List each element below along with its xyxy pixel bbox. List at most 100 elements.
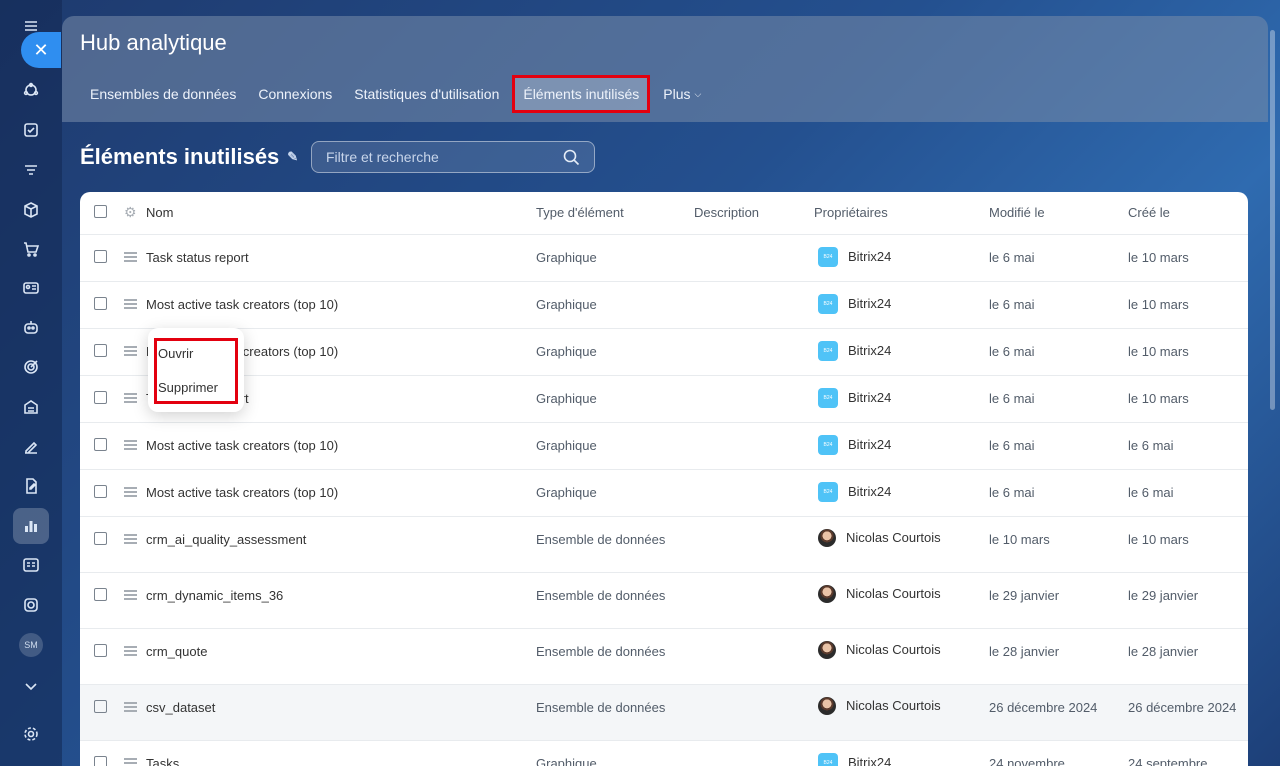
tab-connections[interactable]: Connexions	[258, 86, 333, 102]
row-description	[694, 740, 814, 766]
drag-handle-icon[interactable]	[124, 344, 137, 359]
delete-menu-item[interactable]: Supprimer	[158, 380, 218, 395]
robot-icon[interactable]	[17, 313, 45, 341]
table-row[interactable]: crm_quote Ensemble de données Nicolas Co…	[80, 628, 1248, 685]
inventory-icon[interactable]	[17, 393, 45, 421]
chevron-down-icon: ⌵	[694, 88, 702, 99]
target-icon[interactable]	[17, 353, 45, 381]
row-checkbox[interactable]	[94, 437, 107, 451]
gear-icon[interactable]: ⚙	[124, 204, 137, 221]
drag-handle-icon[interactable]	[124, 532, 137, 547]
row-name[interactable]: Most active task creators (top 10)	[146, 422, 536, 470]
row-name[interactable]: Tasks	[146, 740, 536, 766]
open-menu-item[interactable]: Ouvrir	[158, 346, 194, 361]
column-created[interactable]: Créé le	[1128, 192, 1248, 235]
close-icon: ✕	[33, 39, 49, 60]
avatar	[818, 640, 836, 659]
select-all-checkbox[interactable]	[94, 204, 107, 218]
analytics-icon[interactable]	[13, 508, 49, 544]
table-row[interactable]: Most active task creators (top 10) Graph…	[80, 328, 1248, 376]
drag-handle-icon[interactable]	[124, 297, 137, 312]
row-name[interactable]: csv_dataset	[146, 684, 536, 741]
row-checkbox[interactable]	[94, 484, 107, 498]
close-button[interactable]: ✕	[21, 32, 61, 68]
row-type: Graphique	[536, 234, 694, 282]
menu-icon[interactable]	[17, 12, 45, 40]
table-row[interactable]: Most active task creators (top 10) Graph…	[80, 281, 1248, 329]
table-row[interactable]: Most active task creators (top 10) Graph…	[80, 469, 1248, 517]
row-checkbox[interactable]	[94, 755, 107, 766]
row-owner: B24 Bitrix24	[818, 387, 989, 408]
table-row[interactable]: Task status report Graphique B24Bitrix24…	[80, 375, 1248, 423]
row-checkbox[interactable]	[94, 343, 107, 357]
row-type: Graphique	[536, 740, 694, 766]
feed-icon[interactable]	[17, 76, 45, 104]
row-checkbox[interactable]	[94, 643, 107, 657]
tab-usage-stats[interactable]: Statistiques d'utilisation	[354, 86, 500, 102]
row-type: Graphique	[536, 422, 694, 470]
sign-icon[interactable]	[17, 432, 45, 460]
row-checkbox[interactable]	[94, 531, 107, 545]
settings-icon[interactable]	[17, 720, 45, 748]
row-name[interactable]: crm_quote	[146, 628, 536, 685]
tab-unused-elements[interactable]: Éléments inutilisés	[512, 75, 651, 113]
column-owners[interactable]: Propriétaires	[814, 192, 989, 235]
row-name[interactable]: Most active task creators (top 10)	[146, 281, 536, 329]
drag-handle-icon[interactable]	[124, 700, 137, 715]
table-row[interactable]: crm_dynamic_items_36 Ensemble de données…	[80, 572, 1248, 629]
tasks-icon[interactable]	[17, 116, 45, 144]
search-field[interactable]	[311, 141, 595, 173]
row-checkbox[interactable]	[94, 390, 107, 404]
row-type: Graphique	[536, 375, 694, 423]
database-icon[interactable]	[17, 591, 45, 619]
contact-card-icon[interactable]	[17, 274, 45, 302]
pin-icon[interactable]: ✎	[287, 149, 299, 164]
document-edit-icon[interactable]	[17, 472, 45, 500]
row-checkbox[interactable]	[94, 587, 107, 601]
row-description	[694, 328, 814, 376]
user-avatar[interactable]: SM	[19, 633, 43, 657]
drag-handle-icon[interactable]	[124, 391, 137, 406]
column-modified[interactable]: Modifié le	[989, 192, 1128, 235]
search-input[interactable]	[326, 149, 556, 165]
row-name[interactable]: Task status report	[146, 234, 536, 282]
row-name[interactable]: crm_dynamic_items_36	[146, 572, 536, 629]
row-checkbox[interactable]	[94, 699, 107, 713]
row-modified: le 6 mai	[989, 328, 1128, 376]
scrollbar[interactable]	[1270, 30, 1275, 410]
bitrix24-logo-icon: B24	[818, 434, 838, 455]
column-type[interactable]: Type d'élément	[536, 192, 694, 235]
drag-handle-icon[interactable]	[124, 250, 137, 265]
cart-icon[interactable]	[17, 235, 45, 263]
table-row[interactable]: Most active task creators (top 10) Graph…	[80, 422, 1248, 470]
column-description[interactable]: Description	[694, 192, 814, 235]
table-header-row: ⚙ Nom Type d'élément Description Proprié…	[80, 192, 1248, 235]
row-type: Ensemble de données	[536, 684, 694, 741]
column-name[interactable]: Nom	[146, 192, 536, 235]
tab-more[interactable]: Plus ⌵	[663, 86, 702, 102]
row-name[interactable]: crm_ai_quality_assessment	[146, 516, 536, 573]
row-created: le 6 mai	[1128, 469, 1248, 517]
filter-icon[interactable]	[17, 156, 45, 184]
table-row[interactable]: csv_dataset Ensemble de données Nicolas …	[80, 684, 1248, 741]
chevron-down-icon[interactable]	[17, 672, 45, 700]
table-row[interactable]: Tasks Graphique B24 Bitrix24 24 novembre …	[80, 740, 1248, 766]
drag-handle-icon[interactable]	[124, 485, 137, 500]
row-checkbox[interactable]	[94, 249, 107, 263]
drag-handle-icon[interactable]	[124, 756, 137, 766]
row-modified: le 29 janvier	[989, 572, 1128, 629]
app-header: Hub analytique Ensembles de données Conn…	[62, 16, 1268, 122]
calendar-list-icon[interactable]	[17, 551, 45, 579]
tab-datasets[interactable]: Ensembles de données	[90, 86, 237, 102]
table-row[interactable]: crm_ai_quality_assessment Ensemble de do…	[80, 516, 1248, 573]
drag-handle-icon[interactable]	[124, 644, 137, 659]
bitrix24-logo-icon: B24	[818, 293, 838, 314]
drag-handle-icon[interactable]	[124, 588, 137, 603]
search-icon[interactable]	[563, 149, 580, 166]
row-checkbox[interactable]	[94, 296, 107, 310]
row-name[interactable]: Most active task creators (top 10)	[146, 469, 536, 517]
drag-handle-icon[interactable]	[124, 438, 137, 453]
box-icon[interactable]	[17, 196, 45, 224]
row-owner: B24 Bitrix24	[818, 246, 989, 267]
